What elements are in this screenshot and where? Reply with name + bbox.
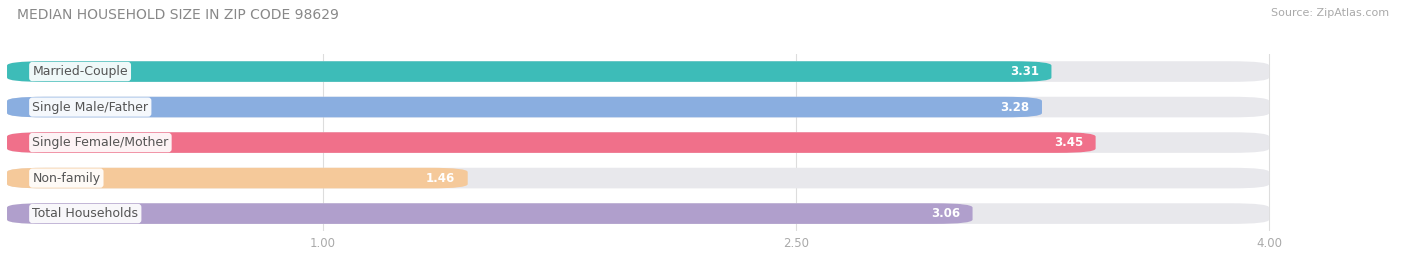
Text: 1.46: 1.46 [426,172,456,185]
Text: 3.45: 3.45 [1053,136,1083,149]
FancyBboxPatch shape [7,132,1270,153]
Text: Source: ZipAtlas.com: Source: ZipAtlas.com [1271,8,1389,18]
FancyBboxPatch shape [7,61,1270,82]
Text: 3.06: 3.06 [931,207,960,220]
FancyBboxPatch shape [7,168,1270,188]
Text: Non-family: Non-family [32,172,100,185]
Text: 3.28: 3.28 [1000,101,1029,114]
FancyBboxPatch shape [7,203,1270,224]
FancyBboxPatch shape [7,61,1052,82]
Text: Married-Couple: Married-Couple [32,65,128,78]
FancyBboxPatch shape [7,168,468,188]
Text: Total Households: Total Households [32,207,138,220]
FancyBboxPatch shape [7,132,1095,153]
Text: Single Male/Father: Single Male/Father [32,101,148,114]
Text: 3.31: 3.31 [1010,65,1039,78]
FancyBboxPatch shape [7,203,973,224]
FancyBboxPatch shape [7,97,1042,117]
FancyBboxPatch shape [7,97,1270,117]
Text: MEDIAN HOUSEHOLD SIZE IN ZIP CODE 98629: MEDIAN HOUSEHOLD SIZE IN ZIP CODE 98629 [17,8,339,22]
Text: Single Female/Mother: Single Female/Mother [32,136,169,149]
